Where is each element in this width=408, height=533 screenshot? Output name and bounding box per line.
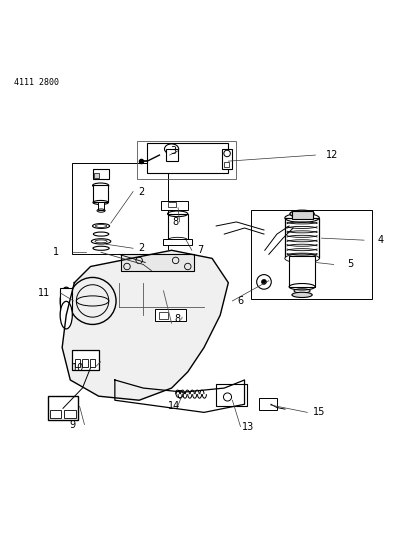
Polygon shape xyxy=(62,251,228,400)
Text: 8: 8 xyxy=(173,217,179,227)
Bar xyxy=(222,149,233,169)
Text: 4111 2800: 4111 2800 xyxy=(13,78,58,87)
Bar xyxy=(285,218,319,259)
Text: 12: 12 xyxy=(326,150,338,160)
Text: 3: 3 xyxy=(171,146,177,156)
Bar xyxy=(64,410,75,418)
Ellipse shape xyxy=(292,292,312,297)
Bar xyxy=(216,384,246,406)
Bar xyxy=(93,185,109,201)
Bar xyxy=(137,141,236,180)
Bar xyxy=(72,350,99,370)
Text: 10: 10 xyxy=(72,363,84,373)
Text: 5: 5 xyxy=(347,260,353,270)
Bar xyxy=(292,212,313,219)
Bar xyxy=(164,239,192,245)
Bar xyxy=(121,254,194,271)
Bar xyxy=(147,143,228,173)
Bar xyxy=(48,396,78,421)
Bar xyxy=(82,359,88,367)
Bar xyxy=(75,359,80,367)
Text: 14: 14 xyxy=(167,401,180,411)
Circle shape xyxy=(262,279,266,284)
Text: 6: 6 xyxy=(237,296,244,306)
Ellipse shape xyxy=(290,210,314,217)
Bar xyxy=(166,149,177,161)
Bar xyxy=(168,214,188,240)
Ellipse shape xyxy=(60,301,72,329)
Ellipse shape xyxy=(285,254,319,263)
Text: 9: 9 xyxy=(69,419,75,430)
Text: 8: 8 xyxy=(175,314,181,324)
Bar xyxy=(289,256,315,287)
Bar xyxy=(72,163,168,254)
Text: 2: 2 xyxy=(138,243,144,253)
Text: 2: 2 xyxy=(138,187,144,197)
Bar xyxy=(155,309,186,321)
Bar xyxy=(98,201,104,210)
Bar xyxy=(94,173,99,178)
Bar xyxy=(93,169,109,180)
Text: 11: 11 xyxy=(38,288,50,298)
Bar xyxy=(50,410,61,418)
Bar xyxy=(90,359,95,367)
Text: 13: 13 xyxy=(242,422,255,432)
Bar xyxy=(251,210,372,299)
Text: 7: 7 xyxy=(197,245,203,255)
Bar xyxy=(162,201,188,210)
Text: 1: 1 xyxy=(53,247,59,257)
Bar xyxy=(224,163,229,167)
Bar xyxy=(168,201,175,206)
Bar xyxy=(259,398,277,410)
Bar xyxy=(160,312,168,319)
Text: 15: 15 xyxy=(313,407,326,417)
Text: 4: 4 xyxy=(377,235,384,245)
Bar xyxy=(60,288,72,315)
